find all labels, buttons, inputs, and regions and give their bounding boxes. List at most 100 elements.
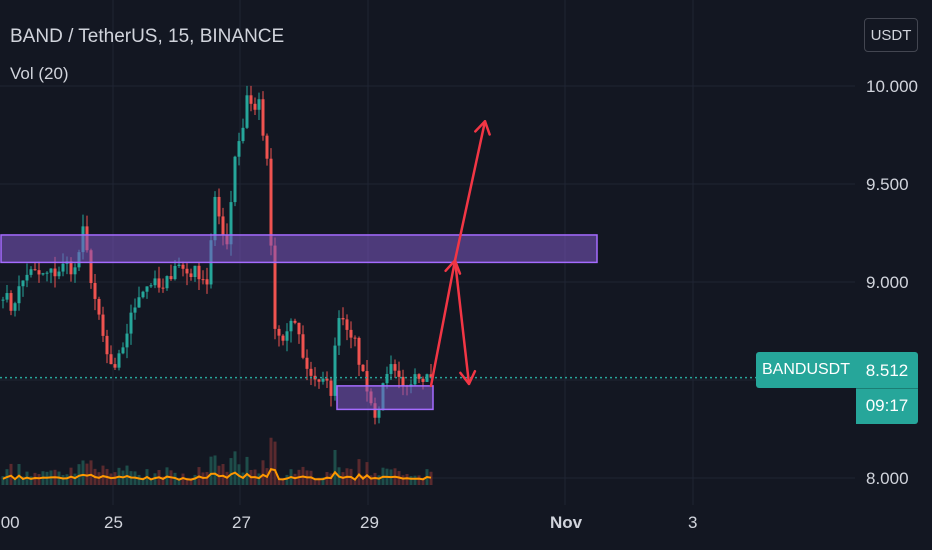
candle-body <box>237 141 241 157</box>
candle-body <box>273 245 277 329</box>
candle-body <box>317 379 321 382</box>
x-axis[interactable]: :00 25 27 29 Nov 3 <box>0 513 697 532</box>
candle-body <box>105 335 109 355</box>
candle-body <box>425 374 429 382</box>
candle-body <box>1 299 5 301</box>
volume-bar <box>73 473 77 485</box>
arrow-up-to-resistance-shaft <box>429 259 457 388</box>
candle-body <box>49 268 53 273</box>
candle-body <box>309 368 313 376</box>
volume-bar <box>221 464 225 485</box>
candle-body <box>125 333 129 348</box>
volume-bar <box>401 475 405 485</box>
candle-body <box>149 285 153 287</box>
candle-body <box>245 95 249 128</box>
candle-body <box>217 196 221 217</box>
volume-bar <box>333 449 337 485</box>
support-zone <box>336 385 434 411</box>
currency-button[interactable]: USDT <box>864 18 918 52</box>
volume-bar <box>321 477 325 485</box>
volume-bar <box>193 474 197 485</box>
volume-bar <box>149 478 153 485</box>
candle-body <box>169 276 173 280</box>
candle-body <box>5 293 9 300</box>
candle-body <box>41 273 45 275</box>
candle-body <box>277 328 281 336</box>
candle-body <box>253 103 257 110</box>
volume-bar <box>277 477 281 485</box>
candle-body <box>229 202 233 245</box>
candle-body <box>201 279 205 281</box>
candle-body <box>97 298 101 315</box>
candle-body <box>429 374 433 378</box>
volume-bar <box>261 460 265 485</box>
volume-bar <box>13 477 17 485</box>
arrow-breakout-up <box>453 120 491 262</box>
volume-bar <box>137 474 141 485</box>
volume-bar <box>273 441 277 485</box>
volume-bar <box>329 473 333 485</box>
candle-body <box>281 335 285 341</box>
price-tag-divider <box>856 387 918 389</box>
candle-body <box>93 283 97 299</box>
y-axis[interactable]: 10.000 9.500 9.000 8.000 <box>866 77 918 488</box>
volume-bar <box>369 475 373 485</box>
candle-body <box>373 403 377 418</box>
candle-body <box>53 268 57 277</box>
volume-bar <box>377 475 381 485</box>
candle-body <box>33 269 37 271</box>
candle-body <box>189 273 193 278</box>
candle-body <box>57 271 61 277</box>
candle-body <box>117 353 121 368</box>
candle-body <box>205 279 209 285</box>
volume-bar <box>281 478 285 485</box>
candle-body <box>269 158 273 246</box>
candle-body <box>29 269 33 275</box>
candle-body <box>181 264 185 269</box>
candle-body <box>221 216 225 235</box>
volume-bar <box>209 456 213 485</box>
candle-body <box>417 374 421 379</box>
volume-bar <box>213 455 217 485</box>
volume-bar <box>177 479 181 485</box>
candle-body <box>421 378 425 382</box>
candle-body <box>25 274 29 281</box>
candle-body <box>261 99 265 136</box>
x-tick-label: 3 <box>688 513 697 532</box>
y-tick-label: 9.000 <box>866 273 909 292</box>
candle-body <box>361 364 365 372</box>
arrows[interactable] <box>429 120 491 388</box>
volume-bar <box>1 476 5 485</box>
volume-bar <box>21 476 25 485</box>
candle-body <box>153 278 157 286</box>
zones[interactable] <box>0 234 598 411</box>
candle-body <box>413 374 417 385</box>
candle-body <box>265 135 269 159</box>
candle-body <box>293 320 297 323</box>
candle-body <box>69 261 73 275</box>
y-tick-label: 9.500 <box>866 175 909 194</box>
candle-body <box>397 370 401 377</box>
candle-body <box>37 270 41 275</box>
candle-body <box>289 320 293 332</box>
candle-body <box>173 265 177 280</box>
candle-body <box>333 345 337 396</box>
candle-body <box>389 364 393 374</box>
candle-body <box>321 378 325 382</box>
volume-bar <box>85 463 89 485</box>
candle-body <box>193 265 197 278</box>
volume-bar <box>161 476 165 485</box>
volume-bar <box>189 479 193 485</box>
candle-body <box>137 297 141 308</box>
volume-bar <box>77 464 81 485</box>
candle-body <box>21 280 25 287</box>
volume-bar <box>409 476 413 485</box>
volume-bar <box>81 460 85 485</box>
arrow-breakout-up-head <box>474 120 491 136</box>
candle-body <box>133 307 137 313</box>
volume-bar <box>29 476 33 485</box>
volume-bar <box>153 473 157 485</box>
volume-bar <box>65 474 69 485</box>
volume-bar <box>37 474 41 485</box>
